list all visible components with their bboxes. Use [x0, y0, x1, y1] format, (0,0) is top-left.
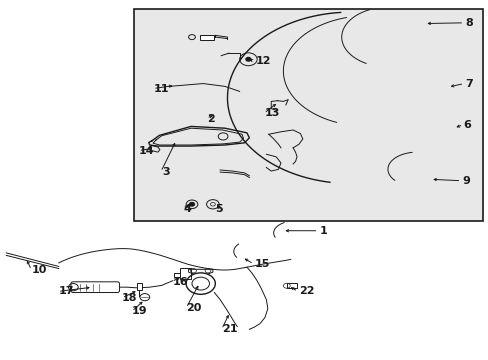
Text: 19: 19 [131, 306, 147, 316]
Text: 9: 9 [461, 176, 469, 186]
FancyBboxPatch shape [71, 282, 119, 293]
Text: 22: 22 [298, 287, 314, 296]
Text: 4: 4 [183, 203, 191, 213]
Bar [200, 35, 214, 40]
Text: 16: 16 [172, 277, 188, 287]
Text: 17: 17 [59, 287, 74, 296]
Bar [136, 283, 142, 290]
Text: 15: 15 [254, 259, 269, 269]
Text: 7: 7 [465, 78, 472, 89]
Text: 20: 20 [186, 303, 201, 313]
Text: 14: 14 [138, 146, 154, 156]
Text: 3: 3 [162, 167, 169, 177]
Text: 2: 2 [207, 113, 215, 123]
Text: 6: 6 [462, 120, 470, 130]
Text: 10: 10 [31, 265, 47, 275]
Text: 18: 18 [122, 293, 137, 303]
Bar [180, 268, 190, 279]
Circle shape [245, 58, 250, 61]
Text: 5: 5 [215, 203, 223, 213]
Bar [286, 283, 297, 288]
Circle shape [189, 203, 194, 206]
Text: 11: 11 [153, 84, 169, 94]
Text: 8: 8 [465, 18, 472, 28]
Bar [133, 9, 482, 221]
Text: 13: 13 [264, 108, 280, 118]
Text: 12: 12 [255, 57, 270, 66]
Text: 21: 21 [222, 324, 238, 334]
Text: 1: 1 [319, 226, 327, 236]
